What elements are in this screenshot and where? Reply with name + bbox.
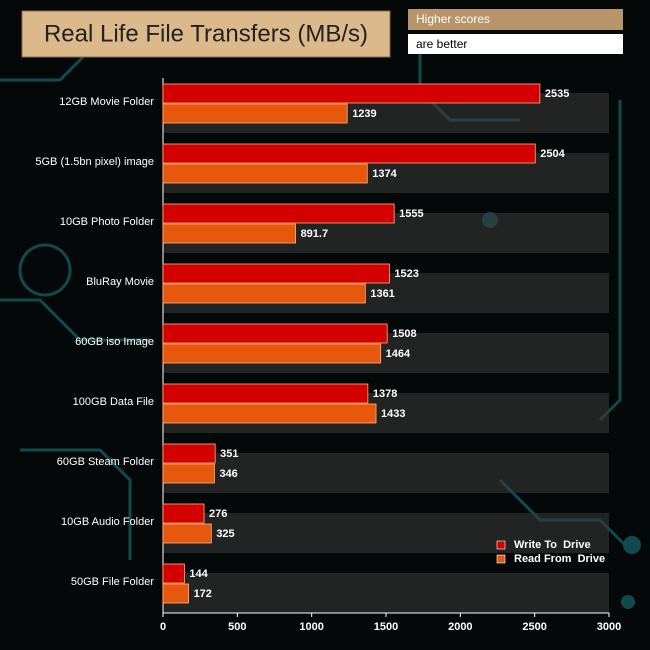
legend-marker xyxy=(496,540,506,550)
y-tick-label: 10GB Audio Folder xyxy=(61,516,154,528)
note-box xyxy=(408,34,623,54)
y-tick-label: 12GB Movie Folder xyxy=(59,96,154,108)
value-label: 1555 xyxy=(399,208,423,220)
bar xyxy=(162,443,216,464)
bar xyxy=(162,343,382,364)
bar xyxy=(162,523,212,544)
legend-marker xyxy=(496,554,506,564)
bar xyxy=(162,163,368,184)
bar xyxy=(162,503,205,524)
value-label: 325 xyxy=(216,528,234,540)
bar xyxy=(162,583,189,604)
value-label: 891.7 xyxy=(301,228,329,240)
value-label: 1239 xyxy=(352,108,376,120)
value-label: 2535 xyxy=(545,88,569,100)
x-tick-label: 1000 xyxy=(299,621,323,633)
dot xyxy=(623,536,641,554)
bar xyxy=(162,83,541,104)
legend-label: Read From Drive xyxy=(514,553,605,565)
note: are better xyxy=(416,37,467,51)
title-box xyxy=(21,10,391,58)
row-band xyxy=(163,513,609,553)
bar xyxy=(162,383,369,404)
value-label: 1523 xyxy=(394,268,418,280)
circle xyxy=(18,243,72,297)
bar xyxy=(162,463,215,484)
x-tick-label: 1500 xyxy=(374,621,398,633)
x-tick-label: 3000 xyxy=(597,621,621,633)
x-tick-label: 2500 xyxy=(522,621,546,633)
bar xyxy=(162,283,366,304)
value-label: 172 xyxy=(194,588,212,600)
bar xyxy=(162,143,536,164)
bar xyxy=(162,103,348,124)
value-label: 2504 xyxy=(540,148,565,160)
y-tick-label: 100GB Data File xyxy=(73,396,154,408)
value-label: 1378 xyxy=(373,388,397,400)
legend-label: Write To Drive xyxy=(514,539,591,551)
bar xyxy=(162,323,388,344)
y-tick-label: 60GB Steam Folder xyxy=(57,456,155,468)
trace xyxy=(0,298,150,342)
value-label: 1464 xyxy=(386,348,411,360)
y-tick-label: BluRay Movie xyxy=(86,276,154,288)
bar xyxy=(162,203,395,224)
y-tick-label: 60GB iso Image xyxy=(75,336,154,348)
note: Higher scores xyxy=(416,12,490,26)
value-label: 276 xyxy=(209,508,227,520)
value-label: 1374 xyxy=(372,168,397,180)
dot xyxy=(621,595,635,609)
bar xyxy=(162,403,377,424)
value-label: 1508 xyxy=(392,328,416,340)
bar xyxy=(162,563,185,584)
value-label: 1361 xyxy=(370,288,394,300)
value-label: 351 xyxy=(220,448,238,460)
row-band xyxy=(163,573,609,613)
note-box xyxy=(408,9,623,30)
bar xyxy=(162,223,296,244)
y-tick-label: 5GB (1.5bn pixel) image xyxy=(35,156,154,168)
trace xyxy=(20,448,132,560)
value-label: 144 xyxy=(189,568,208,580)
x-tick-label: 0 xyxy=(160,621,166,633)
x-tick-label: 2000 xyxy=(448,621,472,633)
row-band xyxy=(163,453,609,493)
x-tick-label: 500 xyxy=(228,621,246,633)
y-tick-label: 10GB Photo Folder xyxy=(60,216,155,228)
value-label: 1433 xyxy=(381,408,405,420)
chart-title: Real Life File Transfers (MB/s) xyxy=(44,20,368,47)
y-tick-label: 50GB File Folder xyxy=(71,576,154,588)
bar xyxy=(162,263,390,284)
value-label: 346 xyxy=(219,468,237,480)
